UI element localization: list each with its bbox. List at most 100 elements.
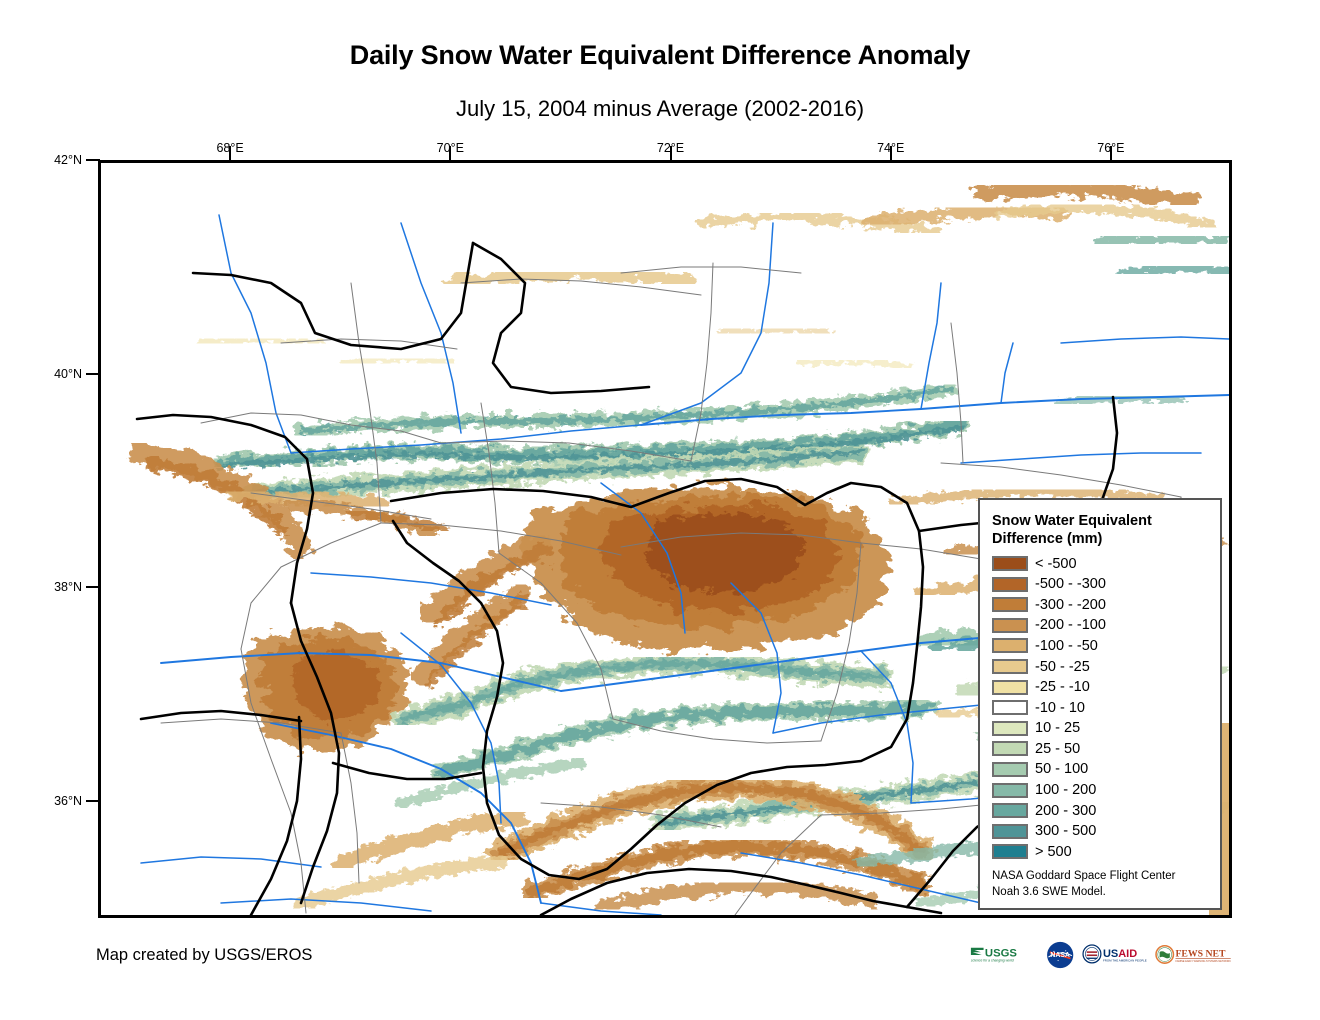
river-line xyxy=(1000,342,1014,404)
legend-item: -100 - -50 xyxy=(992,636,1210,657)
river-line xyxy=(860,650,914,804)
river-line xyxy=(730,582,782,734)
admin-boundary-line xyxy=(460,278,702,296)
admin-boundary-line xyxy=(280,338,458,350)
anomaly-patch xyxy=(646,513,806,593)
admin-boundary-line xyxy=(200,412,442,444)
svg-text:USGS: USGS xyxy=(985,947,1017,959)
legend-swatch xyxy=(992,659,1028,675)
country-boundary-line xyxy=(471,241,651,395)
legend-panel: Snow Water Equivalent Difference (mm) < … xyxy=(978,498,1222,910)
country-boundary-line xyxy=(135,413,315,605)
latitude-tick xyxy=(86,159,100,161)
svg-text:FAMINE EARLY WARNING SYSTEMS N: FAMINE EARLY WARNING SYSTEMS NETWORK xyxy=(1176,960,1232,963)
legend-item: < -500 xyxy=(992,553,1210,574)
legend-label: 10 - 25 xyxy=(1035,720,1081,737)
country-boundary-line xyxy=(331,761,483,781)
anomaly-ridge xyxy=(717,325,835,337)
river-line xyxy=(218,214,292,454)
latitude-tick xyxy=(86,799,100,802)
legend-item: 25 - 50 xyxy=(992,739,1210,760)
legend-item: -10 - 10 xyxy=(992,697,1210,718)
river-line xyxy=(220,898,432,912)
anomaly-ridge xyxy=(1095,231,1227,249)
river-line xyxy=(1060,336,1229,344)
river-line xyxy=(600,482,686,634)
legend-item: 10 - 25 xyxy=(992,718,1210,739)
country-boundary-line xyxy=(191,241,475,351)
admin-boundary-line xyxy=(734,814,822,915)
country-boundary-line xyxy=(139,709,303,723)
admin-boundary-line xyxy=(440,440,692,462)
legend-item-list: < -500 -500 - -300 -300 - -200 -200 - -100 -… xyxy=(992,553,1210,862)
admin-boundary-line xyxy=(340,732,360,884)
river-line xyxy=(920,282,942,410)
legend-label: -10 - 10 xyxy=(1035,699,1085,716)
anomaly-ridge xyxy=(216,420,966,468)
admin-boundary-line xyxy=(498,552,614,720)
admin-boundary-line xyxy=(250,492,432,520)
anomaly-ridge xyxy=(298,386,954,434)
longitude-tick xyxy=(889,146,892,160)
river-line xyxy=(640,222,774,426)
river-line xyxy=(270,722,542,904)
admin-boundaries-layer xyxy=(160,262,1186,915)
legend-label: 100 - 200 xyxy=(1035,782,1097,799)
country-boundary-line xyxy=(389,477,925,881)
legend-label: 25 - 50 xyxy=(1035,740,1081,757)
legend-label: -300 - -200 xyxy=(1035,596,1106,613)
legend-swatch xyxy=(992,700,1028,716)
page-subtitle: July 15, 2004 minus Average (2002-2016) xyxy=(455,96,865,121)
legend-item: -300 - -200 xyxy=(992,594,1210,615)
admin-boundary-line xyxy=(620,266,802,274)
anomaly-ridge xyxy=(594,878,878,914)
svg-text:NASA: NASA xyxy=(1050,952,1070,959)
legend-swatch xyxy=(992,576,1028,592)
legend-swatch xyxy=(992,844,1028,860)
anomaly-ridge xyxy=(497,783,925,857)
legend-item: -500 - -300 xyxy=(992,574,1210,595)
admin-boundary-line xyxy=(480,402,500,554)
svg-text:science for a changing world: science for a changing world xyxy=(971,958,1014,962)
legend-label: 200 - 300 xyxy=(1035,802,1097,819)
anomaly-ridge xyxy=(346,508,451,534)
country-boundary-line xyxy=(289,601,341,905)
legend-label: -500 - -300 xyxy=(1035,576,1106,593)
svg-text:FROM THE AMERICAN PEOPLE: FROM THE AMERICAN PEOPLE xyxy=(1103,958,1147,962)
legend-item: -200 - -100 xyxy=(992,615,1210,636)
legend-swatch xyxy=(992,597,1028,613)
map-credit: Map created by USGS/EROS xyxy=(96,946,313,964)
legend-swatch xyxy=(992,638,1028,654)
legend-swatch xyxy=(992,761,1028,777)
legend-swatch xyxy=(992,782,1028,798)
anomaly-ridge xyxy=(1056,392,1186,408)
anomaly-ridge xyxy=(130,442,312,560)
anomaly-ridge xyxy=(398,660,884,722)
admin-boundary-line xyxy=(940,462,1182,498)
anomaly-ridge xyxy=(144,456,288,536)
river-line xyxy=(140,856,322,868)
legend-label: -50 - -25 xyxy=(1035,658,1090,675)
longitude-tick xyxy=(1109,146,1112,160)
admin-boundary-line xyxy=(160,718,342,734)
latitude-label: 42°N xyxy=(54,153,82,167)
legend-swatch xyxy=(992,556,1028,572)
legend-item: 300 - 500 xyxy=(992,821,1210,842)
legend-item: 100 - 200 xyxy=(992,780,1210,801)
admin-boundary-line xyxy=(380,522,622,556)
legend-label: 300 - 500 xyxy=(1035,823,1097,840)
svg-text:USAID: USAID xyxy=(1103,948,1137,960)
anomaly-ridge xyxy=(436,702,936,778)
anomaly-ridge xyxy=(425,593,531,687)
legend-label: > 500 xyxy=(1035,843,1072,860)
legend-item: 200 - 300 xyxy=(992,800,1210,821)
usaid-logo: USAID FROM THE AMERICAN PEOPLE xyxy=(1082,944,1147,964)
anomaly-ridge xyxy=(434,542,553,628)
fewsnet-logo: FEWS NET FAMINE EARLY WARNING SYSTEMS NE… xyxy=(1155,945,1232,964)
country-boundary-line xyxy=(539,867,943,915)
agency-logos: USGS science for a changing world NASA U… xyxy=(970,936,1232,974)
anomaly-ridge xyxy=(973,179,1199,211)
anomaly-ridge xyxy=(1116,262,1229,278)
usgs-logo: USGS science for a changing world xyxy=(970,947,1017,962)
